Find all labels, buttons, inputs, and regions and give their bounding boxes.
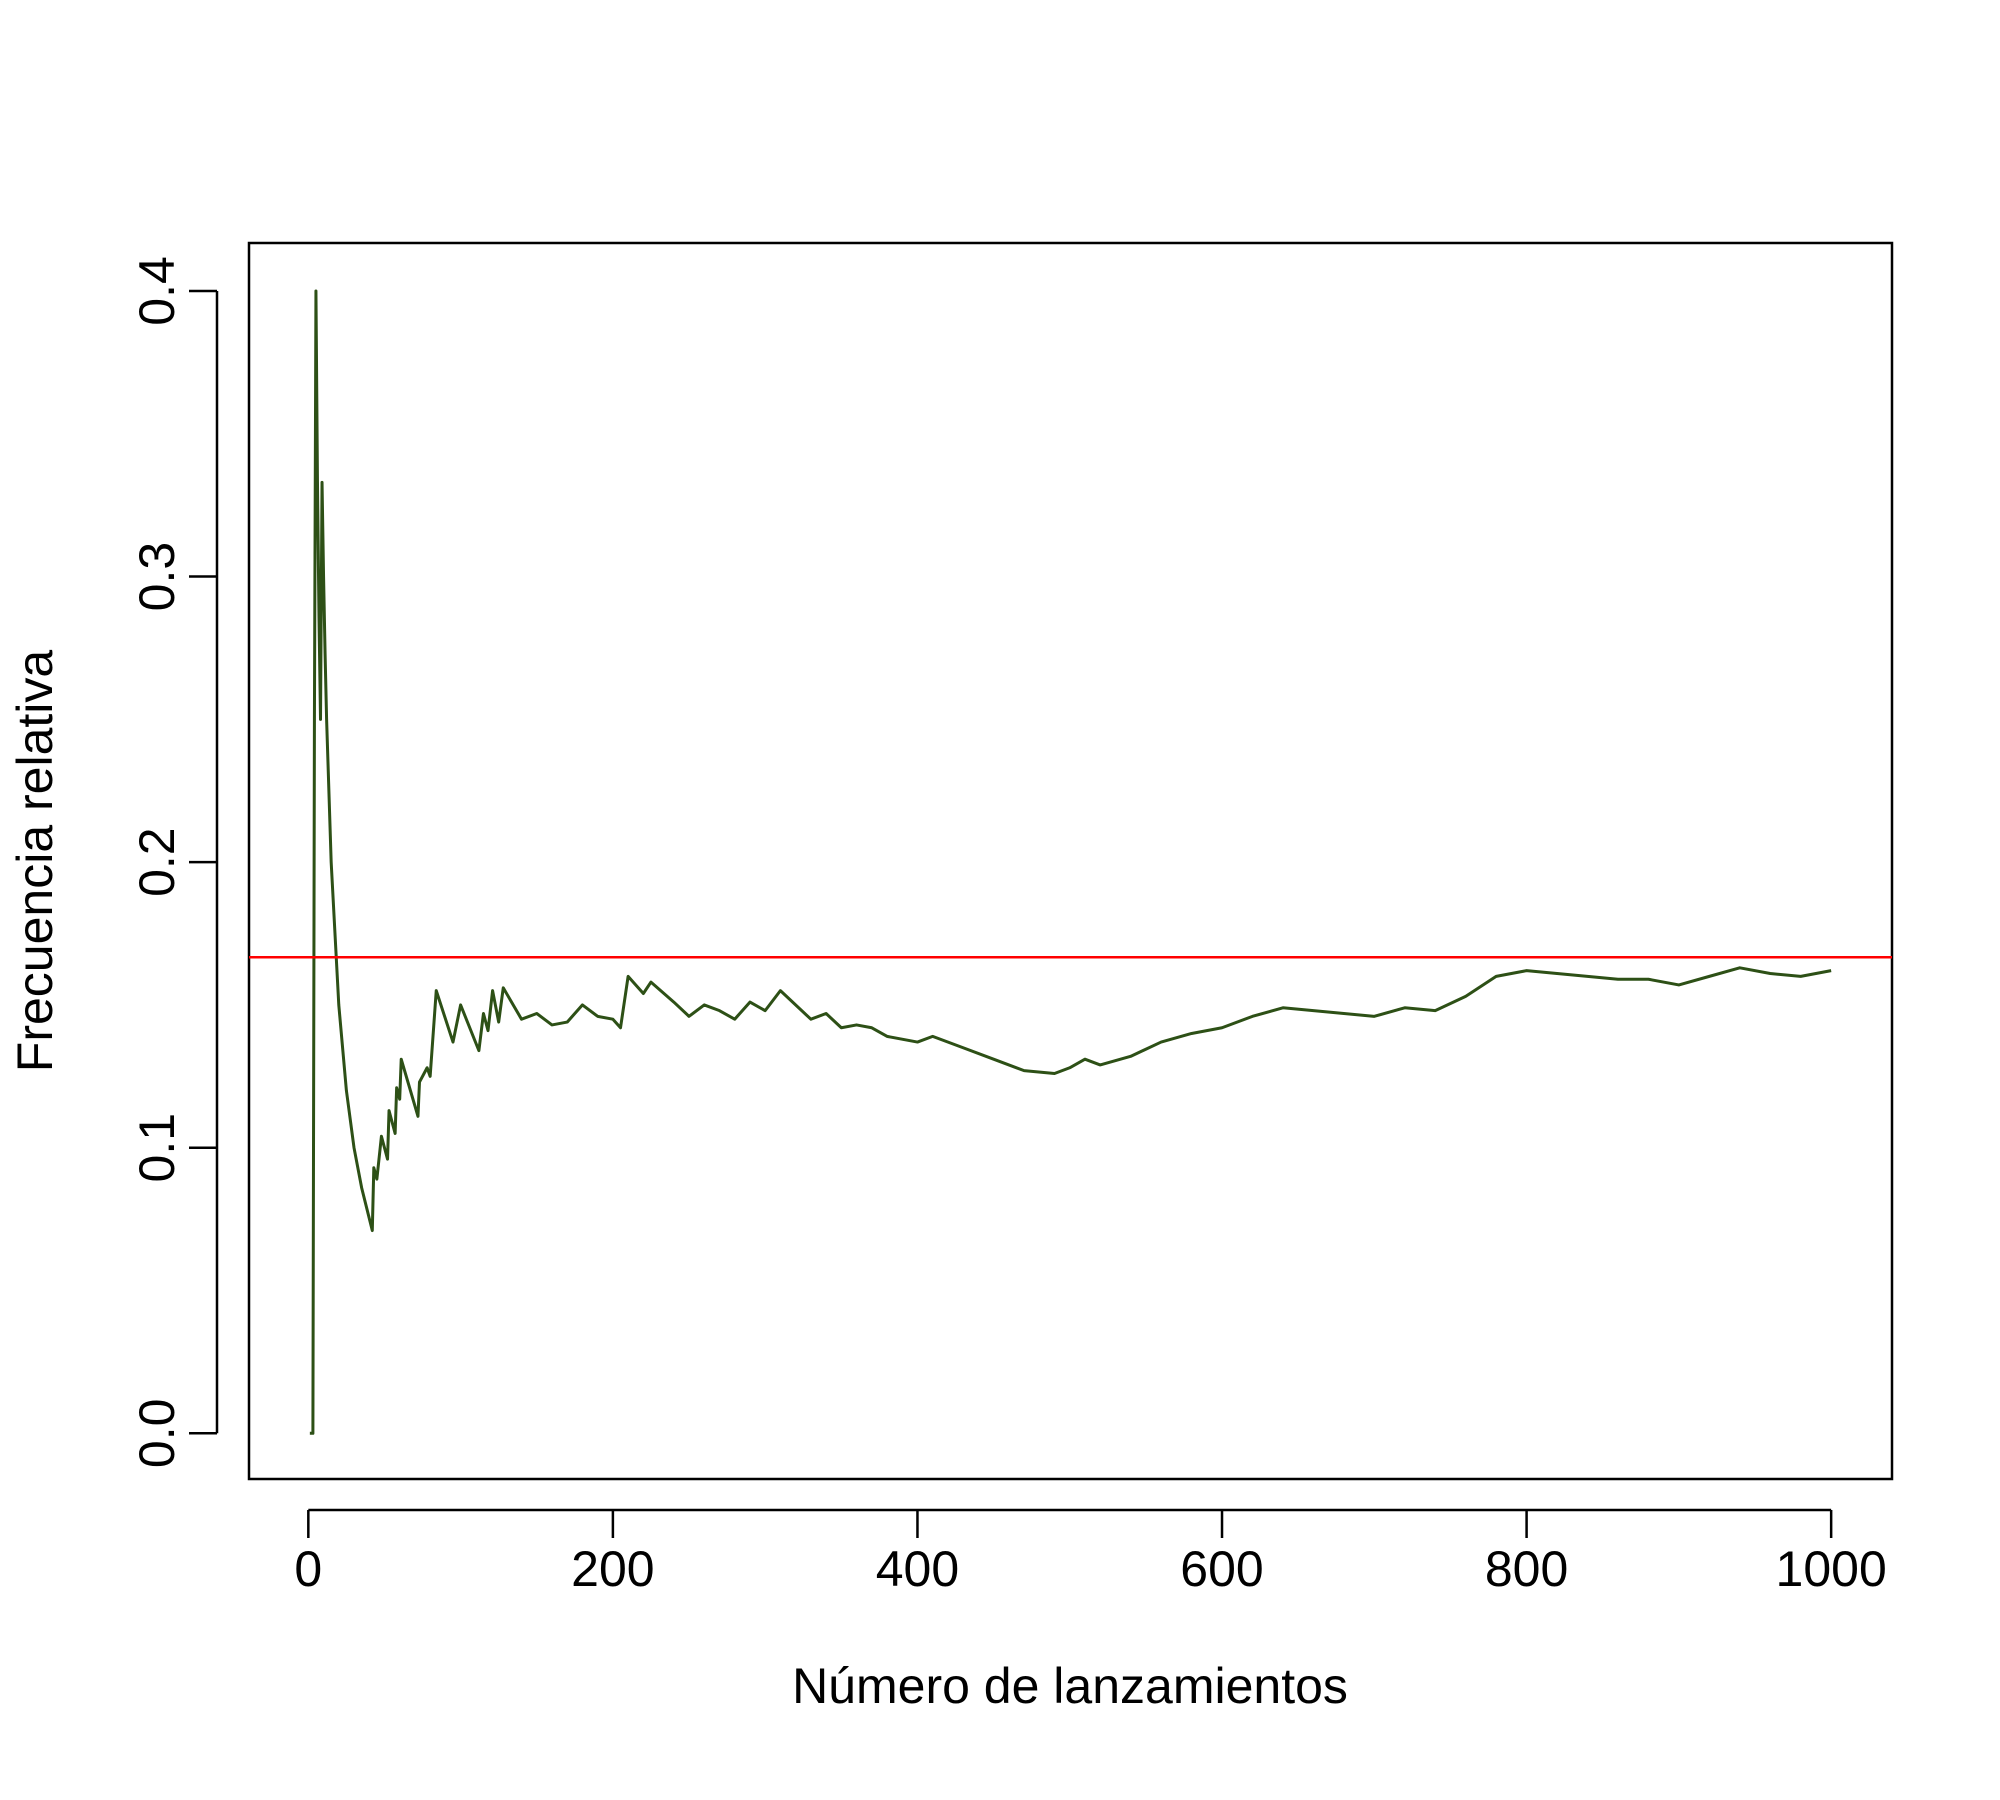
x-tick-label: 0 [294,1541,322,1597]
x-tick-label: 800 [1485,1541,1568,1597]
data-line [309,289,1832,1435]
x-tick-label: 600 [1180,1541,1263,1597]
y-tick-label: 0.2 [129,827,185,897]
y-tick-label: 0.4 [129,256,185,326]
x-axis-title: Número de lanzamientos [792,1658,1348,1714]
y-tick-label: 0.1 [129,1113,185,1183]
x-tick-label: 1000 [1776,1541,1887,1597]
y-tick-label: 0.3 [129,542,185,612]
plot-box [247,241,1894,1481]
y-tick-label: 0.0 [129,1399,185,1469]
y-axis-title: Frecuencia relativa [7,650,63,1073]
x-tick-label: 400 [876,1541,959,1597]
x-tick-label: 200 [571,1541,654,1597]
